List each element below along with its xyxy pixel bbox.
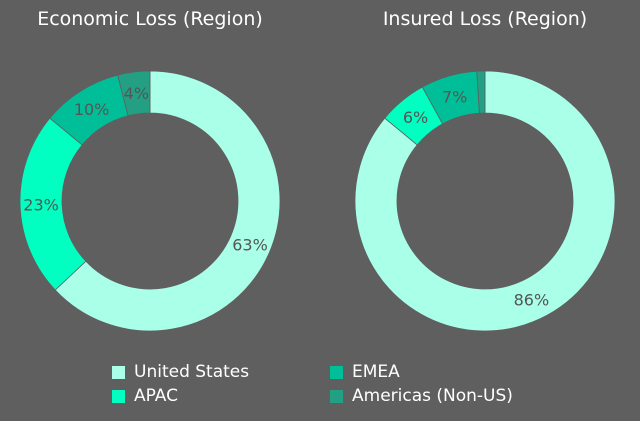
data-label: 7% <box>442 87 467 106</box>
legend-label: EMEA <box>352 362 400 382</box>
legend-item-united-states: United States <box>112 362 330 382</box>
legend-item-apac: APAC <box>112 386 330 406</box>
slice-americas-non-us <box>476 70 486 114</box>
legend-label: Americas (Non-US) <box>352 386 513 406</box>
legend-label: APAC <box>134 386 178 406</box>
data-label: 6% <box>403 108 428 127</box>
legend-item-emea: EMEA <box>330 362 550 382</box>
legend-swatch <box>330 389 343 403</box>
legend: United States EMEA APAC Americas (Non-US… <box>112 362 572 406</box>
legend-swatch <box>330 365 343 379</box>
legend-swatch <box>112 365 125 379</box>
data-label: 10% <box>74 100 110 119</box>
slice-united-states <box>54 70 281 332</box>
slice-americas-non-us <box>117 70 151 117</box>
economic-loss-title: Economic Loss (Region) <box>37 8 263 30</box>
data-label: 86% <box>514 291 550 310</box>
data-label: 63% <box>232 235 268 254</box>
data-label: 4% <box>124 84 149 103</box>
insured-loss-title: Insured Loss (Region) <box>382 8 588 30</box>
legend-label: United States <box>134 362 250 382</box>
legend-swatch <box>112 389 125 403</box>
data-label: 23% <box>23 195 59 214</box>
slice-united-states <box>354 70 616 332</box>
legend-item-americas-non-us: Americas (Non-US) <box>330 386 550 406</box>
